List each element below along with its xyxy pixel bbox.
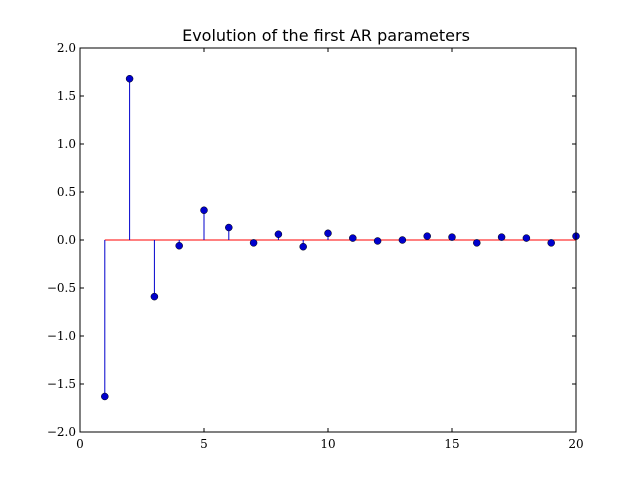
stem-marker xyxy=(522,234,531,242)
stem-marker xyxy=(349,234,357,242)
y-tick-label: 0.5 xyxy=(57,185,76,199)
y-tick-label: −0.5 xyxy=(47,281,76,295)
y-tick-label: −1.5 xyxy=(47,377,76,391)
x-tick-label: 15 xyxy=(444,437,459,451)
stem-marker xyxy=(299,242,307,251)
y-tick-label: 1.5 xyxy=(57,89,76,103)
stem-marker xyxy=(150,292,159,301)
stem-marker xyxy=(324,229,332,238)
stem-marker xyxy=(225,223,233,232)
y-tick-label: −2.0 xyxy=(47,425,76,439)
y-tick-label: 1.0 xyxy=(57,137,76,151)
stem-marker xyxy=(200,206,208,214)
stem-marker xyxy=(448,233,456,241)
stem-marker xyxy=(373,237,382,245)
x-tick-label: 0 xyxy=(76,437,84,451)
x-tick-label: 5 xyxy=(200,437,208,451)
stem-marker xyxy=(101,392,109,401)
stem-marker xyxy=(125,74,134,83)
chart-title: Evolution of the first AR parameters xyxy=(182,26,470,45)
y-tick-label: 0.0 xyxy=(57,233,76,247)
y-tick-label: −1.0 xyxy=(47,329,76,343)
stem-marker xyxy=(473,239,481,247)
x-tick-label: 10 xyxy=(320,437,335,451)
stem-marker xyxy=(175,242,183,250)
axes-frame xyxy=(79,47,577,433)
stem-marker xyxy=(547,239,555,247)
stem-marker xyxy=(274,230,283,238)
x-tick-label: 20 xyxy=(568,437,583,451)
stem-marker xyxy=(398,236,407,244)
stem-marker xyxy=(249,239,258,247)
y-tick-label: 2.0 xyxy=(57,41,76,55)
stem-marker xyxy=(423,232,431,240)
stem-marker xyxy=(497,233,506,241)
plot-area: 0 5 10 15 20 −2.0 −1.5 −1.0 −0.5 0.0 0.5 1.0 1.5 2.0 xyxy=(47,41,584,451)
